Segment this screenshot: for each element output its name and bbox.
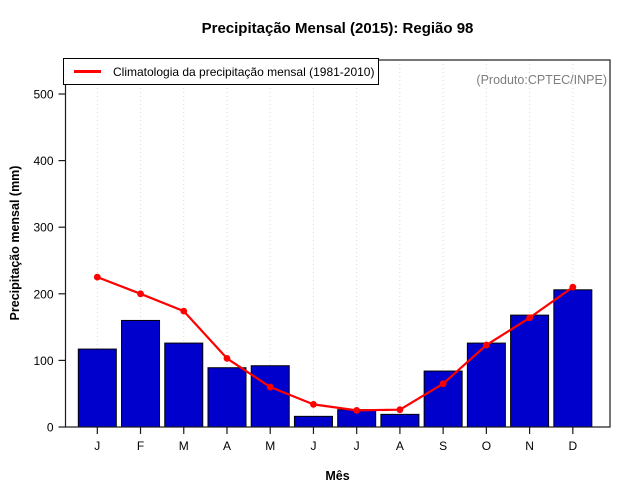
- y-tick-label: 400: [33, 154, 53, 168]
- x-tick-label: A: [396, 439, 404, 453]
- bar: [207, 367, 247, 428]
- legend-line-sample-icon: [74, 70, 101, 73]
- climatology-point: [137, 290, 144, 298]
- bar: [553, 289, 593, 428]
- climatology-point: [180, 307, 188, 315]
- x-tick-label: D: [568, 439, 577, 453]
- bar: [293, 415, 333, 428]
- x-axis-title: Mês: [325, 469, 350, 483]
- x-tick-label: A: [223, 439, 231, 453]
- x-tick-label: O: [482, 439, 491, 453]
- product-annotation: (Produto:CPTEC/INPE): [476, 73, 607, 87]
- climatology-point: [569, 283, 577, 291]
- climatology-point: [353, 406, 361, 414]
- y-tick-label: 0: [47, 421, 54, 435]
- bar: [380, 413, 420, 428]
- y-tick-label: 100: [33, 354, 53, 368]
- climatology-point: [482, 341, 490, 349]
- x-tick-label: J: [354, 439, 360, 453]
- x-tick-label: M: [179, 439, 189, 453]
- x-tick-label: N: [525, 439, 534, 453]
- bar: [164, 342, 204, 428]
- climatology-point: [223, 355, 231, 362]
- climatology-point: [396, 406, 404, 414]
- y-tick-label: 500: [33, 88, 53, 102]
- x-tick-label: J: [310, 439, 316, 453]
- y-axis-title: Precipitação mensal (mm): [8, 165, 22, 321]
- x-tick-label: F: [137, 439, 144, 453]
- bar: [250, 365, 290, 428]
- x-tick-label: M: [265, 439, 275, 453]
- bar: [510, 314, 550, 428]
- bar: [423, 370, 463, 428]
- legend: Climatologia da precipitação mensal (198…: [63, 58, 379, 85]
- page-title: Precipitação Mensal (2015): Região 98: [201, 20, 474, 37]
- climatology-line: [96, 276, 574, 412]
- climatology-point: [310, 400, 317, 408]
- x-tick-label: S: [439, 439, 447, 453]
- climatology-point: [439, 380, 447, 388]
- y-tick-label: 300: [33, 221, 53, 235]
- bar: [121, 319, 161, 428]
- climatology-point: [93, 273, 101, 281]
- climatology-point: [266, 383, 274, 391]
- legend-label: Climatologia da precipitação mensal (198…: [113, 64, 375, 79]
- bar: [77, 348, 117, 428]
- x-tick-label: J: [94, 439, 100, 453]
- climatology-point: [526, 314, 533, 322]
- y-tick-label: 200: [33, 287, 53, 301]
